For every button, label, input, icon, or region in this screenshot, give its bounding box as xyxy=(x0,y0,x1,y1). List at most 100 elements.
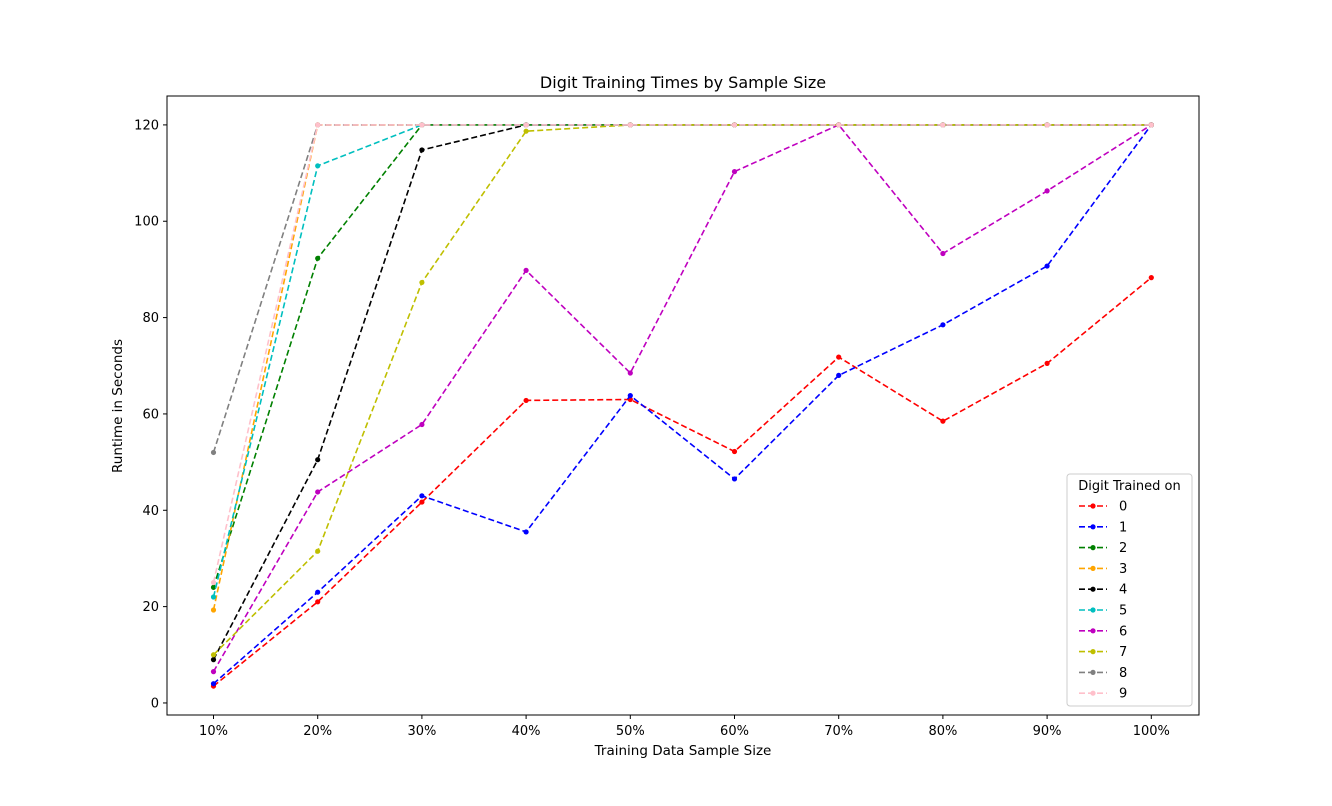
legend-box xyxy=(1066,473,1193,707)
x-tick-label: 40% xyxy=(512,724,541,739)
series-line xyxy=(212,124,1152,453)
data-point xyxy=(940,418,946,424)
y-tick-label: 40 xyxy=(142,504,159,519)
legend-label: 7 xyxy=(1119,645,1127,660)
data-point xyxy=(836,354,842,360)
data-point xyxy=(836,372,842,378)
plot-frame xyxy=(166,95,1200,716)
legend-label: 5 xyxy=(1119,604,1127,619)
data-point xyxy=(523,122,529,128)
data-point xyxy=(419,122,425,128)
data-point xyxy=(940,250,946,257)
legend-item: 9 xyxy=(1079,687,1127,702)
legend-swatch-marker xyxy=(1090,628,1096,634)
legend-item: 8 xyxy=(1079,666,1127,681)
series-9 xyxy=(210,122,1154,586)
x-tick-label: 30% xyxy=(407,724,436,739)
legend-swatch-marker xyxy=(1090,503,1096,509)
x-tick-label: 50% xyxy=(616,724,645,739)
legend-label: 6 xyxy=(1119,624,1127,639)
x-tick-label: 100% xyxy=(1133,724,1170,739)
data-point xyxy=(1044,188,1050,194)
legend-label: 4 xyxy=(1119,583,1127,598)
legend-item: 7 xyxy=(1079,645,1127,660)
data-point xyxy=(419,421,425,428)
legend-swatch-marker xyxy=(1090,649,1096,655)
data-point xyxy=(1044,263,1050,269)
series-line xyxy=(212,276,1152,687)
series-line xyxy=(212,124,1152,685)
series-line xyxy=(212,124,1152,588)
data-point xyxy=(523,267,529,273)
series-7 xyxy=(210,122,1154,658)
x-tick-label: 90% xyxy=(1033,724,1062,739)
legend-swatch-marker xyxy=(1090,669,1096,676)
legend-item: 5 xyxy=(1079,604,1127,619)
series-line xyxy=(212,124,1152,660)
data-point xyxy=(315,548,321,554)
legend-item: 4 xyxy=(1079,583,1127,598)
data-point xyxy=(315,457,321,463)
series-line xyxy=(212,124,1152,656)
chart-title: Digit Training Times by Sample Size xyxy=(540,73,826,92)
legend-swatch-marker xyxy=(1090,524,1096,530)
data-point xyxy=(627,122,633,128)
data-point xyxy=(419,279,425,286)
data-point xyxy=(523,397,529,404)
data-point xyxy=(419,147,425,153)
y-tick-label: 100 xyxy=(134,215,159,230)
x-tick-label: 10% xyxy=(199,724,228,739)
data-point xyxy=(315,599,321,605)
legend-swatch-marker xyxy=(1090,545,1096,551)
data-point xyxy=(940,122,946,128)
x-tick-label: 80% xyxy=(928,724,957,739)
data-point xyxy=(940,322,946,328)
data-point xyxy=(210,607,217,613)
legend-swatch-marker xyxy=(1090,565,1096,572)
legend-title: Digit Trained on xyxy=(1078,479,1180,494)
data-point xyxy=(210,652,217,658)
y-tick-label: 80 xyxy=(142,311,159,326)
y-tick-label: 0 xyxy=(151,696,159,711)
x-tick-label: 60% xyxy=(720,724,749,739)
series-line xyxy=(212,124,1152,611)
legend-label: 1 xyxy=(1119,520,1127,535)
data-point xyxy=(731,169,738,175)
y-tick-label: 60 xyxy=(142,407,159,422)
series-0 xyxy=(210,275,1154,689)
data-point xyxy=(419,493,425,499)
legend-label: 2 xyxy=(1119,541,1127,556)
y-axis-label: Runtime in Seconds xyxy=(110,339,126,473)
data-point xyxy=(1148,275,1154,281)
data-point xyxy=(210,681,217,687)
data-point xyxy=(1044,360,1050,366)
x-axis-label: Training Data Sample Size xyxy=(594,743,772,759)
data-point xyxy=(1148,122,1154,128)
series-line xyxy=(212,124,1152,583)
series-4 xyxy=(210,122,1154,663)
data-point xyxy=(210,579,217,586)
data-point xyxy=(210,594,217,600)
series-8 xyxy=(210,122,1154,456)
legend-item: 3 xyxy=(1079,562,1127,577)
legend-swatch-marker xyxy=(1090,690,1096,696)
x-tick-label: 20% xyxy=(303,724,332,739)
series-6 xyxy=(210,122,1154,675)
series-1 xyxy=(210,122,1154,687)
data-point xyxy=(419,499,425,505)
data-point xyxy=(731,448,738,455)
legend-item: 1 xyxy=(1079,520,1127,535)
data-point xyxy=(523,128,529,134)
legend-swatch-marker xyxy=(1090,607,1096,613)
data-point xyxy=(627,393,633,399)
series-line xyxy=(212,123,1152,673)
x-tick-label: 70% xyxy=(824,724,853,739)
legend-item: 6 xyxy=(1079,624,1127,639)
data-point xyxy=(315,255,321,261)
legend-item: 0 xyxy=(1079,500,1127,515)
data-point xyxy=(315,163,321,169)
y-tick-label: 20 xyxy=(142,600,159,615)
data-point xyxy=(731,476,738,482)
